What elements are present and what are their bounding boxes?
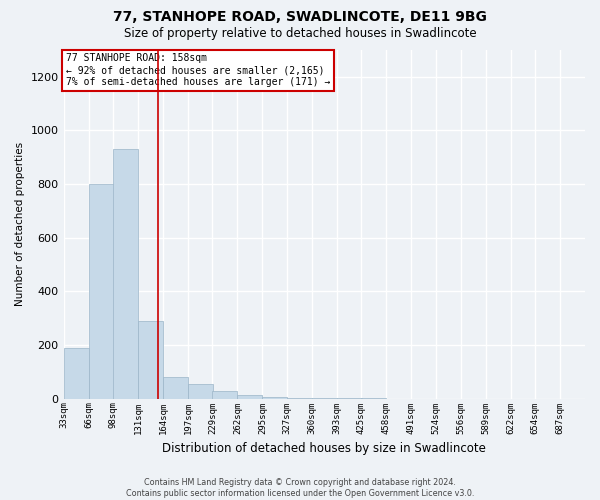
- X-axis label: Distribution of detached houses by size in Swadlincote: Distribution of detached houses by size …: [163, 442, 486, 455]
- Bar: [188, 384, 213, 398]
- Text: Contains HM Land Registry data © Crown copyright and database right 2024.
Contai: Contains HM Land Registry data © Crown c…: [126, 478, 474, 498]
- Y-axis label: Number of detached properties: Number of detached properties: [15, 142, 25, 306]
- Bar: [238, 394, 262, 398]
- Bar: [212, 390, 238, 398]
- Bar: [138, 321, 163, 398]
- Text: Size of property relative to detached houses in Swadlincote: Size of property relative to detached ho…: [124, 28, 476, 40]
- Bar: [163, 377, 188, 398]
- Bar: [89, 184, 113, 398]
- Text: 77 STANHOPE ROAD: 158sqm
← 92% of detached houses are smaller (2,165)
7% of semi: 77 STANHOPE ROAD: 158sqm ← 92% of detach…: [66, 54, 331, 86]
- Bar: [64, 348, 89, 399]
- Bar: [113, 149, 138, 398]
- Text: 77, STANHOPE ROAD, SWADLINCOTE, DE11 9BG: 77, STANHOPE ROAD, SWADLINCOTE, DE11 9BG: [113, 10, 487, 24]
